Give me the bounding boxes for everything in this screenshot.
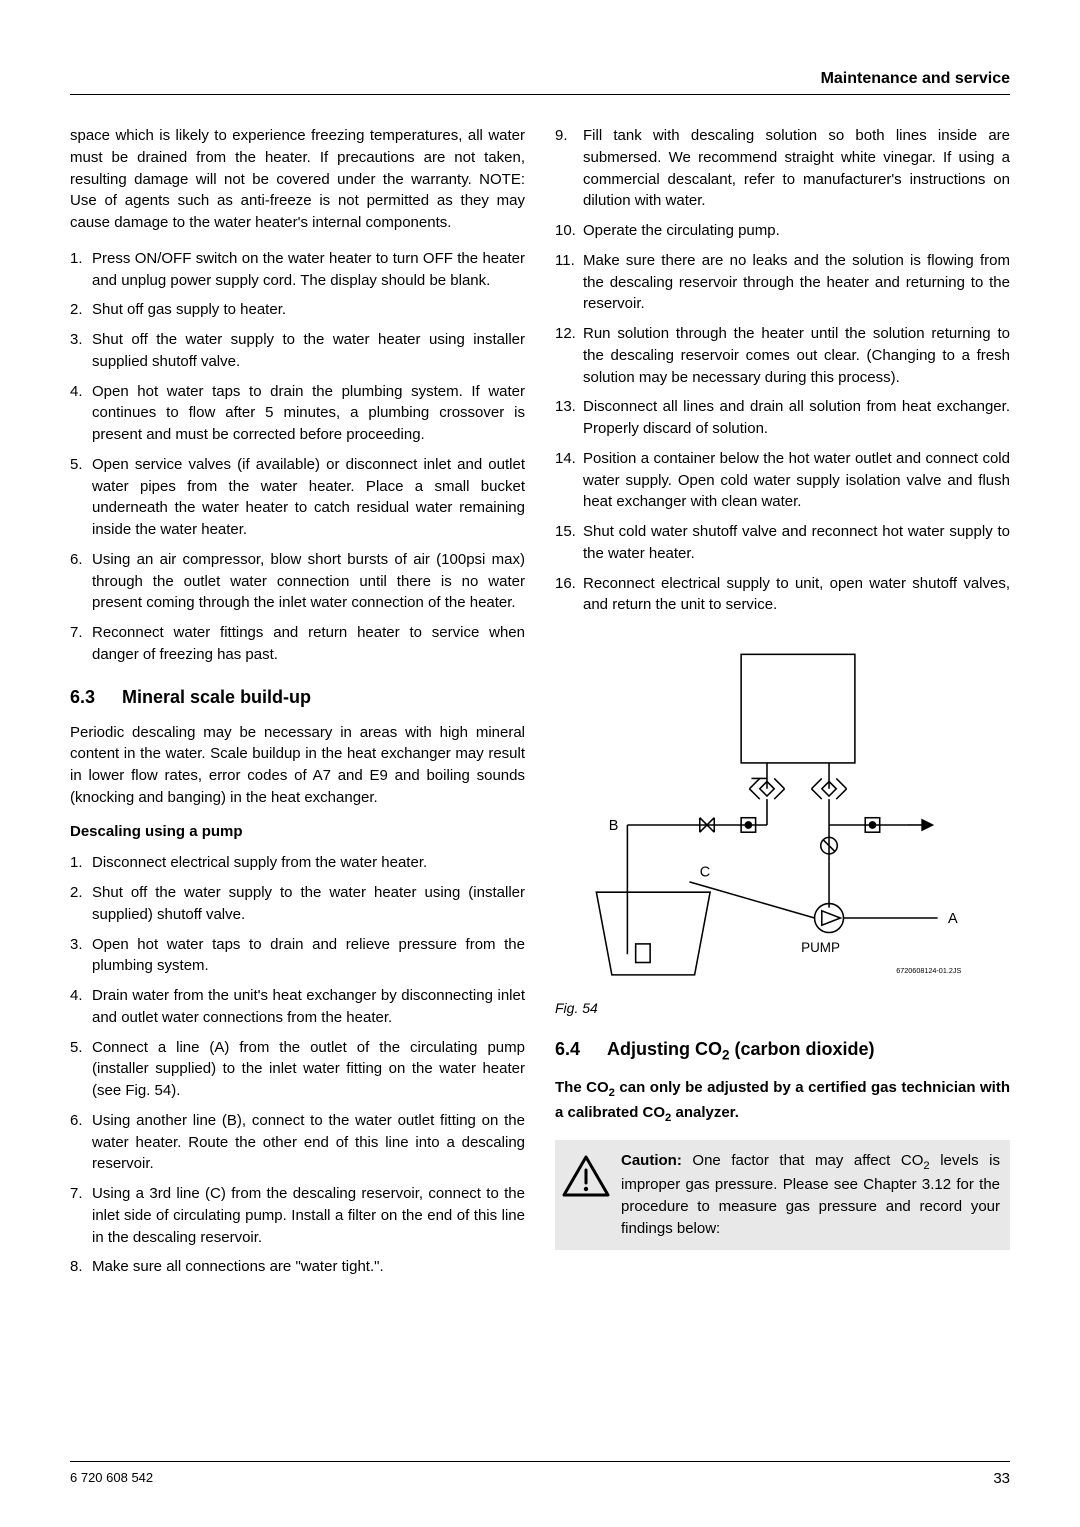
list-item: 5.Open service valves (if available) or … — [70, 454, 525, 541]
page-footer: 6 720 608 542 33 — [70, 1461, 1010, 1487]
list-item: 3.Shut off the water supply to the water… — [70, 329, 525, 373]
descaling-list-cont: 9.Fill tank with descaling solution so b… — [555, 125, 1010, 616]
list-item: 6.Using another line (B), connect to the… — [70, 1110, 525, 1175]
list-item: 7.Using a 3rd line (C) from the descalin… — [70, 1183, 525, 1248]
list-item: 1.Disconnect electrical supply from the … — [70, 852, 525, 874]
list-item: 2.Shut off the water supply to the water… — [70, 882, 525, 926]
list-item: 5.Connect a line (A) from the outlet of … — [70, 1037, 525, 1102]
page-header: Maintenance and service — [70, 70, 1010, 95]
fig-label-pump: PUMP — [801, 940, 840, 955]
descaling-subhead: Descaling using a pump — [70, 821, 525, 843]
list-item: 16.Reconnect electrical supply to unit, … — [555, 573, 1010, 617]
section-6-3-para: Periodic descaling may be necessary in a… — [70, 722, 525, 809]
section-6-4-heading: 6.4 Adjusting CO2 (carbon dioxide) — [555, 1036, 1010, 1065]
co2-warning-line: The CO2 can only be adjusted by a certif… — [555, 1077, 1010, 1126]
list-item: 4.Drain water from the unit's heat excha… — [70, 985, 525, 1029]
list-item: 10.Operate the circulating pump. — [555, 220, 1010, 242]
list-item: 11.Make sure there are no leaks and the … — [555, 250, 1010, 315]
list-item: 3.Open hot water taps to drain and relie… — [70, 934, 525, 978]
list-item: 9.Fill tank with descaling solution so b… — [555, 125, 1010, 212]
fig-label-a: A — [948, 911, 958, 927]
header-title: Maintenance and service — [821, 70, 1010, 87]
descaling-list: 1.Disconnect electrical supply from the … — [70, 852, 525, 1278]
two-column-layout: space which is likely to experience free… — [70, 125, 1010, 1296]
list-item: 4.Open hot water taps to drain the plumb… — [70, 381, 525, 446]
list-item: 12.Run solution through the heater until… — [555, 323, 1010, 388]
list-item: 14.Position a container below the hot wa… — [555, 448, 1010, 513]
list-item: 7.Reconnect water fittings and return he… — [70, 622, 525, 666]
list-item: 8.Make sure all connections are "water t… — [70, 1256, 525, 1278]
list-item: 2.Shut off gas supply to heater. — [70, 299, 525, 321]
intro-paragraph: space which is likely to experience free… — [70, 125, 525, 234]
list-item: 6.Using an air compressor, blow short bu… — [70, 549, 525, 614]
fig-label-c: C — [700, 865, 710, 881]
doc-number: 6 720 608 542 — [70, 1470, 153, 1487]
caution-icon — [561, 1150, 621, 1206]
caution-box: Caution: One factor that may affect CO2 … — [555, 1140, 1010, 1250]
right-column: 9.Fill tank with descaling solution so b… — [555, 125, 1010, 1296]
list-item: 13.Disconnect all lines and drain all so… — [555, 396, 1010, 440]
fig-ref-code: 6720608124-01.2JS — [896, 966, 961, 975]
figure-54-caption: Fig. 54 — [555, 998, 1010, 1018]
section-6-3-heading: 6.3 Mineral scale build-up — [70, 684, 525, 710]
figure-54-diagram: B C A PUMP 6720608124-01.2JS — [555, 644, 1010, 985]
drain-procedure-list: 1.Press ON/OFF switch on the water heate… — [70, 248, 525, 666]
list-item: 15.Shut cold water shutoff valve and rec… — [555, 521, 1010, 565]
left-column: space which is likely to experience free… — [70, 125, 525, 1296]
page-number: 33 — [993, 1470, 1010, 1487]
list-item: 1.Press ON/OFF switch on the water heate… — [70, 248, 525, 292]
caution-text: Caution: One factor that may affect CO2 … — [621, 1150, 1000, 1240]
fig-label-b: B — [609, 818, 619, 834]
